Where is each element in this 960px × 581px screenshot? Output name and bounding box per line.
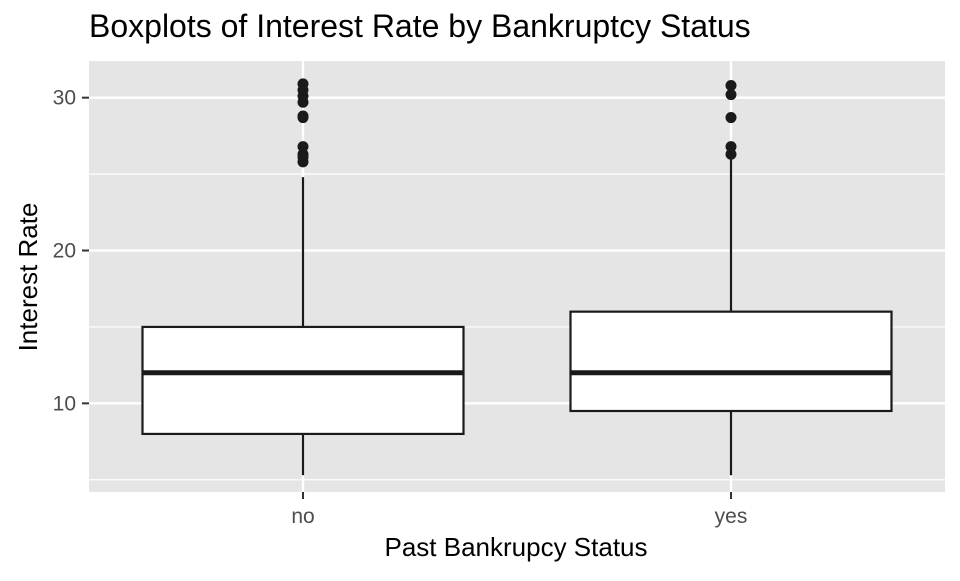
x-tick-label: yes [715,505,748,528]
iqr-box [569,310,893,413]
y-tick-label: 20 [53,240,76,263]
x-axis: no yes [291,492,747,528]
iqr-box [141,325,465,436]
outlier-point [297,148,309,160]
outlier-point [725,141,737,153]
x-tick-label: no [291,505,314,528]
y-tick-label: 10 [53,392,76,415]
outlier-point [297,141,309,153]
y-tick-label: 30 [53,87,76,110]
boxplot-yes [569,79,893,476]
outlier-point [725,112,737,124]
boxplots [141,78,893,476]
chart-title: Boxplots of Interest Rate by Bankruptcy … [89,8,751,44]
y-axis: 10 20 30 [53,87,89,415]
outlier-point [725,79,737,91]
outlier-point [725,148,737,160]
x-axis-title: Past Bankrupcy Status [384,532,647,562]
boxplot-no [141,78,465,476]
outlier-point [725,89,737,101]
outlier-point [297,110,309,122]
y-axis-title: Interest Rate [13,203,43,352]
outlier-point [297,78,309,90]
